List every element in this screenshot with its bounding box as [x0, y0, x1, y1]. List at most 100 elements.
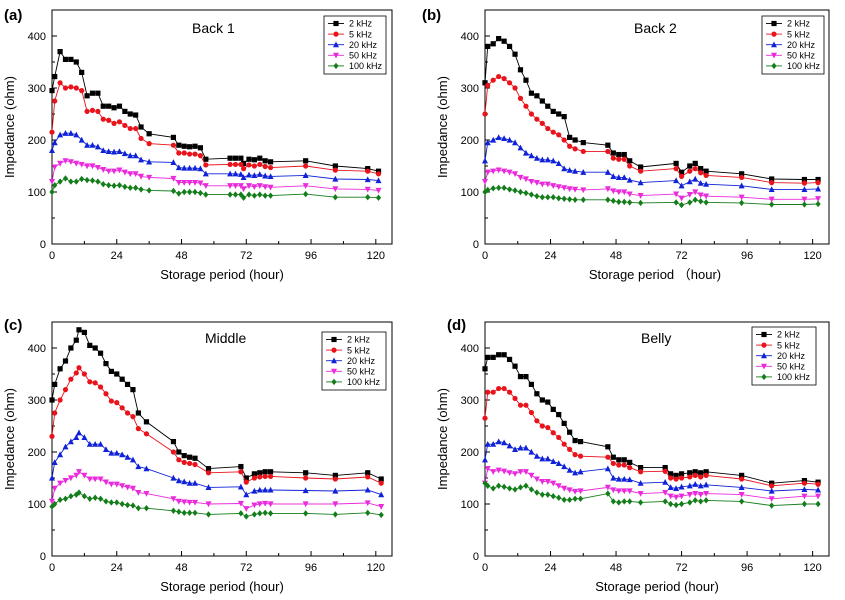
- series-50-khz: [482, 466, 822, 502]
- data-point: [237, 171, 244, 177]
- data-point: [302, 172, 309, 178]
- data-point: [256, 171, 263, 177]
- data-point: [506, 136, 513, 143]
- x-axis-label: Storage period (hour): [160, 579, 284, 594]
- data-point: [490, 136, 497, 143]
- legend-label: 5 kHz: [347, 345, 371, 355]
- series-50-khz: [49, 469, 385, 512]
- y-tick-label: 200: [28, 447, 46, 459]
- data-point: [105, 168, 112, 175]
- data-point: [501, 385, 507, 392]
- data-point: [815, 176, 821, 183]
- data-point: [138, 173, 145, 180]
- data-point: [698, 170, 704, 176]
- data-point: [251, 502, 258, 509]
- data-point: [111, 148, 118, 155]
- data-point: [121, 169, 128, 176]
- data-point: [232, 170, 239, 177]
- data-point: [181, 499, 188, 506]
- data-point: [517, 374, 524, 380]
- data-point: [686, 482, 693, 489]
- data-point: [673, 166, 679, 172]
- data-point: [52, 73, 58, 80]
- data-point: [170, 439, 177, 445]
- data-point: [89, 142, 96, 148]
- data-point: [678, 475, 685, 481]
- y-axis-label: Impedance (ohm): [435, 388, 450, 490]
- data-point: [512, 171, 519, 177]
- data-point: [567, 143, 573, 149]
- data-point: [545, 125, 551, 132]
- legend-item: 50 kHz: [766, 51, 816, 61]
- data-point: [577, 439, 584, 445]
- data-point: [667, 493, 674, 500]
- data-point: [485, 43, 491, 49]
- data-point: [79, 69, 85, 75]
- data-point: [673, 160, 679, 166]
- data-point: [92, 345, 98, 351]
- data-point: [621, 151, 627, 158]
- data-point: [192, 151, 198, 157]
- data-point: [132, 152, 139, 159]
- data-point: [133, 112, 139, 118]
- series-20-khz: [49, 130, 382, 184]
- data-point: [75, 429, 82, 436]
- data-point: [692, 491, 699, 497]
- data-point: [539, 120, 545, 126]
- data-point: [495, 467, 502, 474]
- legend-marker: [771, 52, 777, 59]
- data-point: [534, 93, 540, 99]
- data-point: [550, 108, 556, 114]
- data-point: [302, 183, 309, 189]
- data-point: [534, 418, 540, 424]
- data-point: [567, 446, 573, 452]
- data-point: [202, 170, 209, 177]
- data-point: [801, 478, 808, 484]
- data-point: [365, 168, 371, 174]
- data-point: [678, 182, 685, 189]
- data-point: [176, 449, 182, 455]
- data-point: [100, 116, 106, 122]
- data-point: [567, 196, 573, 203]
- data-point: [57, 131, 64, 138]
- data-point: [687, 474, 693, 480]
- x-tick-label: 24: [111, 250, 123, 262]
- data-point: [572, 168, 579, 174]
- legend-item: 2 kHz: [766, 19, 811, 29]
- data-point: [610, 498, 616, 505]
- data-point: [556, 111, 562, 117]
- data-point: [203, 191, 209, 198]
- data-point: [106, 103, 112, 109]
- data-point: [94, 143, 101, 150]
- panel-title: Back 1: [192, 20, 235, 36]
- data-point: [604, 169, 611, 175]
- legend-item: 100 kHz: [328, 61, 383, 71]
- data-point: [116, 103, 123, 109]
- data-point: [62, 85, 69, 91]
- data-point: [238, 469, 244, 475]
- data-point: [175, 180, 182, 186]
- data-point: [610, 197, 616, 205]
- x-tick-label: 24: [544, 250, 556, 262]
- legend-marker: [333, 31, 339, 37]
- data-point: [501, 38, 507, 44]
- data-point: [627, 498, 633, 505]
- data-point: [243, 475, 249, 481]
- data-point: [662, 478, 669, 485]
- data-point: [678, 201, 685, 209]
- legend-marker: [333, 20, 339, 27]
- data-point: [332, 476, 338, 482]
- legend-marker: [761, 373, 767, 381]
- data-point: [703, 172, 709, 178]
- data-point: [238, 191, 244, 198]
- data-point: [610, 173, 617, 179]
- legend-marker: [331, 368, 337, 375]
- data-point: [482, 415, 488, 421]
- legend-item: 20 kHz: [766, 40, 816, 50]
- data-point: [79, 88, 85, 94]
- data-point: [490, 77, 496, 83]
- data-point: [556, 195, 562, 202]
- data-point: [605, 142, 611, 148]
